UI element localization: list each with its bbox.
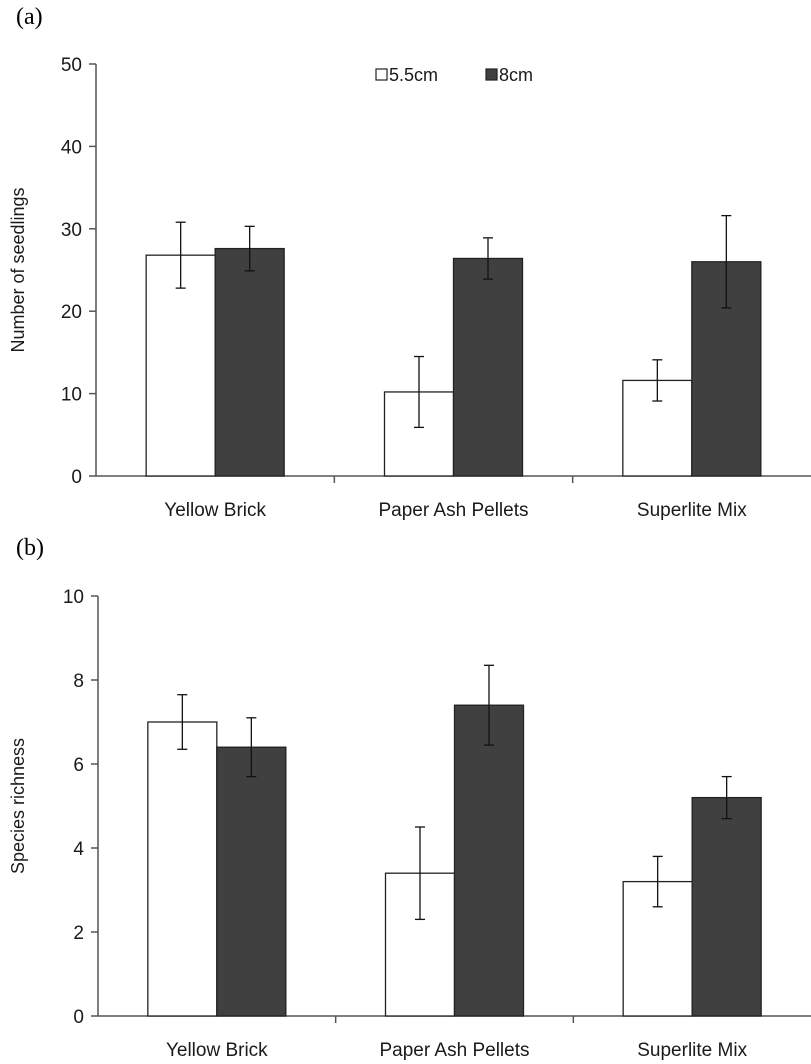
y-axis-title: Species richness — [8, 738, 28, 874]
bar-5.5cm-superlite-mix — [622, 379, 693, 477]
bar-8cm-yellow-brick — [214, 247, 285, 477]
y-tick-label: 30 — [61, 220, 82, 241]
y-tick-label: 50 — [61, 55, 82, 76]
x-tick-label: Paper Ash Pellets — [379, 500, 529, 521]
panel-label-b: (b) — [16, 535, 44, 561]
bar-5.5cm-paper-ash-pellets — [383, 391, 455, 477]
legend: 5.5cm 8cm — [375, 65, 533, 85]
bar-8cm-paper-ash-pellets — [453, 704, 525, 1017]
chart-a-seedlings: 0 10 20 30 40 50 Number of seedlings Yellow Bri… — [8, 55, 811, 521]
y-tick-label: 10 — [61, 385, 82, 406]
y-tick-label: 10 — [63, 587, 84, 608]
y-axis-title: Number of seedlings — [8, 187, 28, 352]
legend-label: 5.5cm — [389, 65, 438, 85]
y-tick-label: 40 — [61, 137, 82, 158]
y-tick-label: 2 — [73, 923, 84, 944]
bar-8cm-superlite-mix — [691, 796, 762, 1017]
x-tick-label: Yellow Brick — [166, 1040, 268, 1061]
legend-label: 8cm — [499, 65, 533, 85]
legend-swatch — [485, 68, 498, 81]
x-tick-label: Yellow Brick — [164, 500, 266, 521]
bar-8cm-yellow-brick — [216, 746, 287, 1017]
y-tick-label: 0 — [71, 467, 82, 488]
y-tick-label: 8 — [73, 671, 84, 692]
legend-swatch — [375, 68, 388, 81]
x-tick-label: Superlite Mix — [637, 1040, 747, 1061]
panel-label-a: (a) — [16, 4, 43, 30]
y-tick-label: 0 — [73, 1007, 84, 1028]
chart-b-species-richness: 0 2 4 6 8 10 Species richness Yellow Brick Paper… — [8, 587, 811, 1061]
y-tick-label: 20 — [61, 302, 82, 323]
y-tick-label: 4 — [73, 839, 84, 860]
bar-5.5cm-yellow-brick — [147, 721, 218, 1017]
x-tick-label: Superlite Mix — [637, 500, 747, 521]
y-tick-label: 6 — [73, 755, 84, 776]
bar-8cm-paper-ash-pellets — [452, 257, 524, 477]
x-tick-label: Paper Ash Pellets — [380, 1040, 530, 1061]
